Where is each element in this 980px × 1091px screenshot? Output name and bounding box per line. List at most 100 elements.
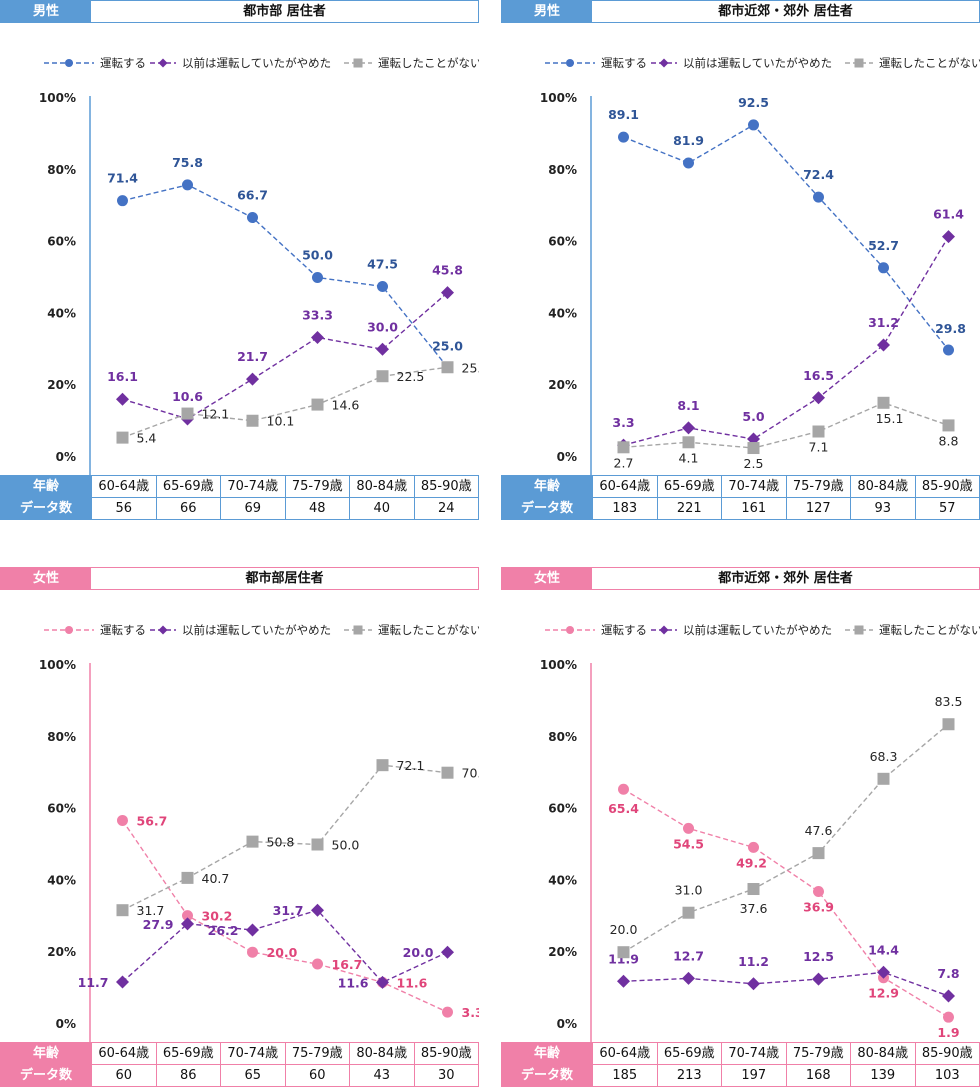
panel-female-suburban: 女性 都市近郊・郊外 居住者 運転する 以前は運転していたがやめた 運転したことがな… [501, 567, 980, 1091]
series-line [122, 292, 448, 420]
diamond-marker [376, 342, 389, 356]
square-marker [376, 370, 389, 383]
count-cell: 57 [914, 497, 980, 520]
data-label: 68.3 [870, 749, 898, 764]
series-never-driven: 31.7 40.7 50.8 50.0 72.1 70.0 [116, 758, 479, 918]
count-row: データ数 60 86 65 60 43 30 [0, 1064, 479, 1087]
data-label: 81.9 [673, 133, 704, 148]
series-line [623, 723, 949, 953]
line-chart: 運転する 以前は運転していたがやめた 運転したことがない 0% 20% 40% 60% 80%… [0, 590, 479, 1042]
panel-male-urban: 男性 都市部 居住者 運転する 以前は運転していたがやめた 運転したことがない 0% 2… [0, 0, 479, 524]
age-row: 年齢 60-64歳 65-69歳 70-74歳 75-79歳 80-84歳 85… [501, 475, 980, 498]
age-cell: 80-84歳 [850, 1042, 916, 1065]
circle-marker [683, 822, 694, 834]
data-label: 29.8 [935, 321, 966, 336]
data-label: 89.1 [608, 107, 639, 122]
data-label: 56.7 [137, 813, 168, 828]
data-label: 10.1 [267, 414, 295, 429]
count-cell: 183 [592, 497, 658, 520]
data-label: 20.0 [403, 945, 434, 960]
y-tick-label: 40% [548, 873, 577, 887]
data-label: 72.1 [397, 758, 425, 773]
count-row: データ数 56 66 69 48 40 24 [0, 497, 479, 520]
circle-marker [878, 262, 889, 274]
series-line [121, 820, 448, 1013]
panel-title: 都市部 居住者 [243, 4, 326, 19]
gender-tag: 男性 [502, 1, 592, 22]
panel-header: 女性 都市部居住者 [0, 567, 479, 590]
data-label: 65.4 [608, 801, 639, 816]
series-stopped-driving: 3.3 8.1 5.0 16.5 31.2 61.4 [612, 207, 964, 452]
data-label: 52.7 [868, 238, 899, 253]
legend-label: 運転する [100, 623, 146, 637]
diamond-marker [942, 989, 955, 1003]
data-label: 16.5 [803, 368, 834, 383]
y-tick-label: 0% [557, 1017, 577, 1031]
square-marker [116, 431, 129, 444]
age-cell: 65-69歳 [656, 1042, 722, 1065]
data-label: 30.0 [367, 319, 398, 334]
age-cell: 85-90歳 [413, 475, 479, 498]
square-marker [877, 396, 890, 409]
data-label: 49.2 [736, 855, 767, 870]
circle-marker [312, 958, 323, 970]
age-cell: 60-64歳 [91, 475, 157, 498]
data-table: 年齢 60-64歳 65-69歳 70-74歳 75-79歳 80-84歳 85… [0, 1042, 479, 1087]
square-marker [747, 883, 760, 896]
data-table: 年齢 60-64歳 65-69歳 70-74歳 75-79歳 80-84歳 85… [501, 475, 980, 520]
count-cell: 86 [155, 1064, 221, 1087]
data-label: 54.5 [673, 836, 704, 851]
square-marker [311, 838, 324, 851]
panel-header: 女性 都市近郊・郊外 居住者 [501, 567, 980, 590]
legend-square-marker [353, 625, 363, 635]
square-marker [246, 835, 259, 848]
square-marker [682, 436, 695, 449]
count-cell: 56 [91, 497, 157, 520]
panel-header: 男性 都市近郊・郊外 居住者 [501, 0, 980, 23]
series-line [623, 971, 949, 997]
y-axis: 0% 20% 40% 60% 80% 100% [39, 658, 91, 1042]
data-label: 31.0 [675, 883, 703, 898]
data-label: 12.7 [673, 948, 704, 963]
circle-marker [748, 841, 759, 853]
legend-label: 運転したことがない [879, 56, 980, 70]
data-label: 8.8 [939, 433, 959, 448]
age-cell: 60-64歳 [592, 1042, 658, 1065]
data-label: 31.7 [273, 903, 304, 918]
chart-svg: 運転する 以前は運転していたがやめた 運転したことがない 0% 20% 40% 60% 80%… [540, 623, 980, 1042]
series-never-driven: 5.4 12.1 10.1 14.6 22.5 25.0 [116, 360, 479, 446]
series-stopped-driving: 11.9 12.7 11.2 12.5 14.4 7.8 [608, 942, 960, 1003]
count-row-header: データ数 [501, 497, 593, 520]
legend-label: 以前は運転していたがやめた [182, 623, 331, 637]
square-marker [441, 361, 454, 374]
circle-marker [117, 814, 128, 826]
series-stopped-driving: 16.1 10.6 21.7 33.3 30.0 45.8 [107, 263, 463, 426]
age-cell: 75-79歳 [785, 475, 851, 498]
count-row: データ数 185 213 197 168 139 103 [501, 1064, 980, 1087]
square-marker [181, 407, 194, 420]
age-row-header: 年齢 [0, 1042, 92, 1065]
data-label: 8.1 [677, 398, 699, 413]
square-marker [116, 904, 129, 917]
circle-marker [813, 191, 824, 203]
legend-circle-marker [566, 626, 574, 634]
data-label: 10.6 [172, 389, 203, 404]
count-cell: 213 [656, 1064, 722, 1087]
panel-male-suburban: 男性 都市近郊・郊外 居住者 運転する 以前は運転していたがやめた 運転したことがな… [501, 0, 980, 524]
data-label: 7.1 [809, 440, 829, 455]
gender-tag: 女性 [1, 568, 91, 589]
age-row-header: 年齢 [0, 475, 92, 498]
data-label: 14.6 [332, 398, 360, 413]
count-cell: 185 [592, 1064, 658, 1087]
y-tick-label: 100% [39, 658, 76, 672]
data-label: 26.2 [208, 923, 239, 938]
legend-label: 運転したことがない [378, 56, 479, 70]
data-label: 16.7 [332, 957, 363, 972]
data-label: 12.1 [202, 407, 230, 422]
data-label: 11.2 [738, 954, 769, 969]
count-cell: 60 [284, 1064, 350, 1087]
square-marker [376, 759, 389, 772]
diamond-marker [376, 975, 389, 989]
age-cell: 60-64歳 [91, 1042, 157, 1065]
chart-svg: 運転する 以前は運転していたがやめた 運転したことがない 0% 20% 40% 60% 80%… [39, 56, 479, 475]
